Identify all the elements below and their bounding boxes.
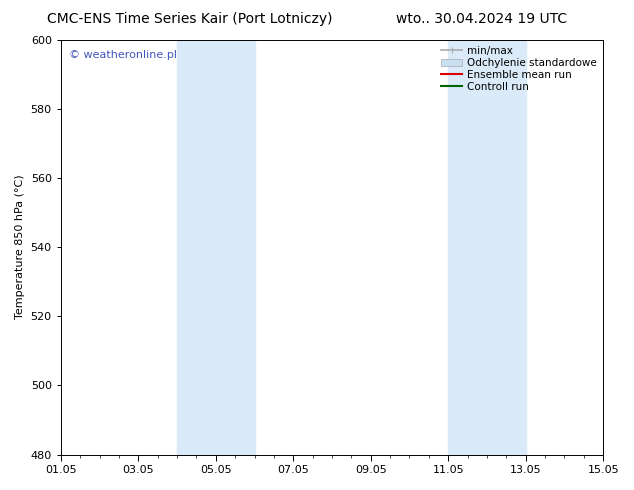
Text: wto.. 30.04.2024 19 UTC: wto.. 30.04.2024 19 UTC (396, 12, 567, 26)
Y-axis label: Temperature 850 hPa (°C): Temperature 850 hPa (°C) (15, 175, 25, 319)
Bar (177, 40, 254, 455)
Bar (448, 40, 526, 455)
Text: © weatheronline.pl: © weatheronline.pl (69, 50, 177, 60)
Text: CMC-ENS Time Series Kair (Port Lotniczy): CMC-ENS Time Series Kair (Port Lotniczy) (48, 12, 333, 26)
Legend: min/max, Odchylenie standardowe, Ensemble mean run, Controll run: min/max, Odchylenie standardowe, Ensembl… (437, 42, 601, 96)
